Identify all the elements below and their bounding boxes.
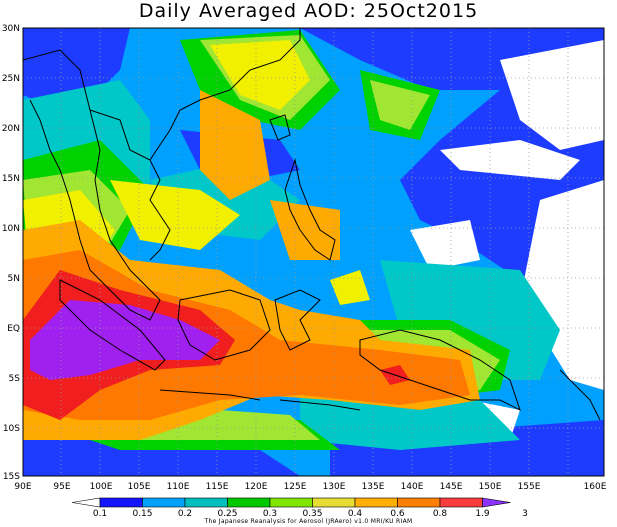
legend-swatch — [312, 497, 356, 508]
lat-label: 20N — [2, 124, 20, 134]
legend-swatch — [397, 497, 441, 508]
legend-level-label: 0.15 — [132, 509, 152, 519]
lon-label: 145E — [440, 482, 463, 492]
map-title: Daily Averaged AOD: 25Oct2015 — [138, 0, 479, 22]
lat-labels: 30N 25N 20N 15N 10N 5N EQ 5S 10S 15S — [2, 24, 20, 482]
lon-label: 150E — [479, 482, 502, 492]
lon-label: 125E — [284, 482, 307, 492]
lon-label: 135E — [362, 482, 385, 492]
legend-level-label: 0.4 — [348, 509, 363, 519]
map-frame — [22, 27, 605, 477]
legend-level-label: 0.1 — [93, 509, 107, 519]
lon-label: 105E — [128, 482, 151, 492]
legend-level-label: 0.8 — [433, 509, 448, 519]
lat-label: 5N — [8, 274, 20, 284]
legend-level-label: 0.6 — [390, 509, 405, 519]
legend-swatch — [227, 497, 271, 508]
legend-swatch — [354, 497, 398, 508]
lon-label: 115E — [206, 482, 229, 492]
legend-swatch — [99, 497, 143, 508]
lon-label: 120E — [245, 482, 268, 492]
legend-level-label: 0.35 — [302, 509, 322, 519]
lon-label: 155E — [518, 482, 541, 492]
lat-label: 10N — [2, 224, 20, 234]
lon-label: 110E — [167, 482, 190, 492]
legend-swatch — [71, 497, 101, 508]
lon-label: 160E — [584, 482, 607, 492]
coastlines — [23, 28, 601, 421]
lat-label: 30N — [2, 24, 20, 34]
legend-level-label: 0.2 — [178, 509, 192, 519]
legend-swatch — [184, 497, 228, 508]
credit-text: The Japanese Reanalysis for Aerosol (JRA… — [204, 518, 413, 525]
lat-label: 15N — [2, 174, 20, 184]
lon-label: 100E — [90, 482, 113, 492]
lat-label: 15S — [3, 472, 20, 482]
legend-swatch — [439, 497, 483, 508]
lon-labels: 90E 95E 100E 105E 110E 115E 120E 125E 13… — [14, 482, 606, 492]
lon-label: 95E — [53, 482, 70, 492]
legend-swatch — [482, 497, 511, 508]
legend-level-label: 0.3 — [263, 509, 277, 519]
aod-field — [23, 28, 604, 476]
legend-swatch — [269, 497, 313, 508]
graticule — [23, 28, 604, 476]
lon-label: 140E — [401, 482, 424, 492]
lon-label: 130E — [323, 482, 346, 492]
legend-level-label: 1.9 — [475, 509, 490, 519]
lon-label: 90E — [14, 482, 31, 492]
colorbar-legend: 0.1 0.15 0.2 0.25 0.3 0.35 0.4 0.6 0.8 1.9 3 — [71, 497, 528, 519]
legend-level-label: 3 — [522, 509, 528, 519]
legend-swatch — [142, 497, 186, 508]
lat-label: 25N — [2, 74, 20, 84]
lat-label: 5S — [9, 374, 21, 384]
legend-level-label: 0.25 — [217, 509, 237, 519]
lat-label: 10S — [3, 424, 20, 434]
lat-label: EQ — [7, 324, 20, 334]
